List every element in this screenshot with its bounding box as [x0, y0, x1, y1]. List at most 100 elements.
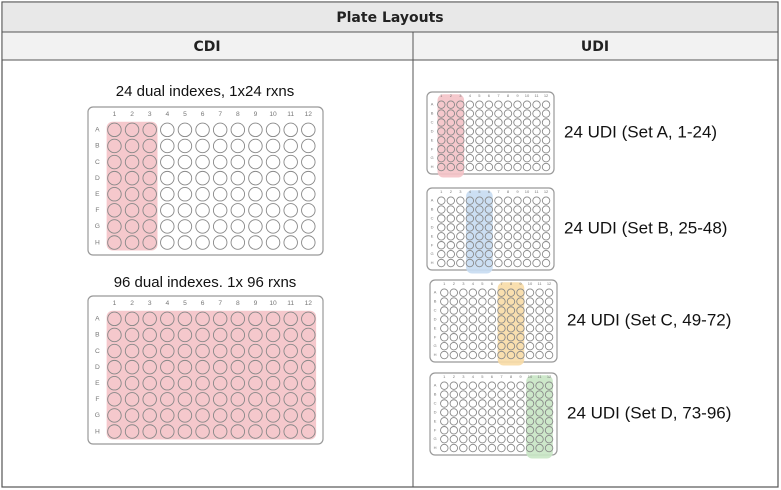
row-letter: C	[431, 120, 434, 125]
well	[494, 258, 503, 268]
well	[283, 138, 298, 154]
well	[541, 241, 551, 250]
well	[160, 392, 175, 407]
column-number: 7	[500, 374, 503, 379]
well	[487, 324, 497, 333]
well	[195, 424, 210, 439]
column-number: 9	[254, 300, 258, 307]
well	[465, 153, 475, 163]
column-number: 2	[130, 300, 134, 307]
well	[446, 127, 456, 136]
well	[459, 324, 468, 333]
well	[449, 306, 459, 315]
well	[516, 297, 525, 306]
well	[212, 203, 228, 218]
well	[212, 235, 228, 250]
highlight	[497, 282, 525, 366]
well	[230, 219, 246, 234]
well	[506, 315, 516, 324]
row-letter: A	[431, 198, 434, 203]
row-letter: B	[95, 143, 100, 150]
well	[230, 424, 246, 439]
well	[230, 203, 246, 218]
well	[506, 297, 516, 306]
well	[497, 390, 506, 399]
well	[525, 324, 535, 333]
well	[283, 327, 298, 343]
well	[195, 327, 210, 343]
well	[440, 417, 449, 426]
well	[195, 359, 210, 375]
well	[177, 408, 193, 423]
well	[506, 306, 516, 315]
well	[484, 145, 494, 154]
plate-outline	[429, 372, 558, 456]
well	[535, 297, 544, 306]
column-number: 8	[236, 300, 240, 307]
well	[446, 162, 456, 172]
well	[522, 127, 532, 136]
plate-label: 24 UDI (Set C, 49-72)	[567, 310, 731, 329]
well	[468, 399, 478, 408]
well	[440, 434, 449, 444]
well	[124, 311, 140, 327]
well	[160, 376, 175, 391]
well	[265, 311, 281, 327]
column-number: 2	[453, 281, 456, 286]
row-letter: E	[431, 137, 434, 142]
well	[541, 205, 551, 214]
well	[160, 219, 175, 234]
well	[487, 306, 497, 315]
well	[107, 122, 122, 138]
well	[177, 327, 193, 343]
well	[516, 399, 525, 408]
well	[544, 333, 554, 342]
well	[522, 162, 532, 172]
well	[177, 170, 193, 186]
well	[525, 417, 535, 426]
well	[503, 258, 513, 268]
well	[478, 288, 487, 297]
well	[248, 235, 263, 250]
well	[124, 376, 140, 391]
well	[541, 249, 551, 259]
row-letter: A	[95, 127, 100, 134]
well	[446, 232, 456, 241]
well	[456, 127, 465, 136]
well	[142, 154, 157, 170]
well	[446, 214, 456, 223]
well	[516, 443, 525, 453]
well	[513, 223, 522, 232]
well	[513, 145, 522, 154]
column-number: 3	[148, 111, 152, 118]
well	[449, 324, 459, 333]
well	[506, 417, 516, 426]
table-title: Plate Layouts	[336, 10, 443, 26]
well	[497, 341, 506, 351]
row-letter: H	[95, 428, 100, 435]
well	[503, 136, 513, 145]
title-row	[2, 2, 778, 32]
well	[449, 381, 459, 390]
row-letter: G	[95, 412, 100, 419]
well	[456, 249, 465, 259]
well	[522, 258, 532, 268]
well	[503, 223, 513, 232]
well	[468, 390, 478, 399]
well	[487, 381, 497, 390]
well	[522, 109, 532, 118]
well	[248, 154, 263, 170]
well	[440, 288, 449, 297]
well	[475, 223, 484, 232]
well	[535, 341, 544, 351]
well	[513, 100, 522, 109]
well	[522, 136, 532, 145]
row-letter: B	[434, 299, 437, 304]
well	[160, 122, 175, 138]
well	[212, 343, 228, 359]
well	[513, 153, 522, 163]
well	[541, 232, 551, 241]
row-letter: G	[95, 223, 100, 230]
